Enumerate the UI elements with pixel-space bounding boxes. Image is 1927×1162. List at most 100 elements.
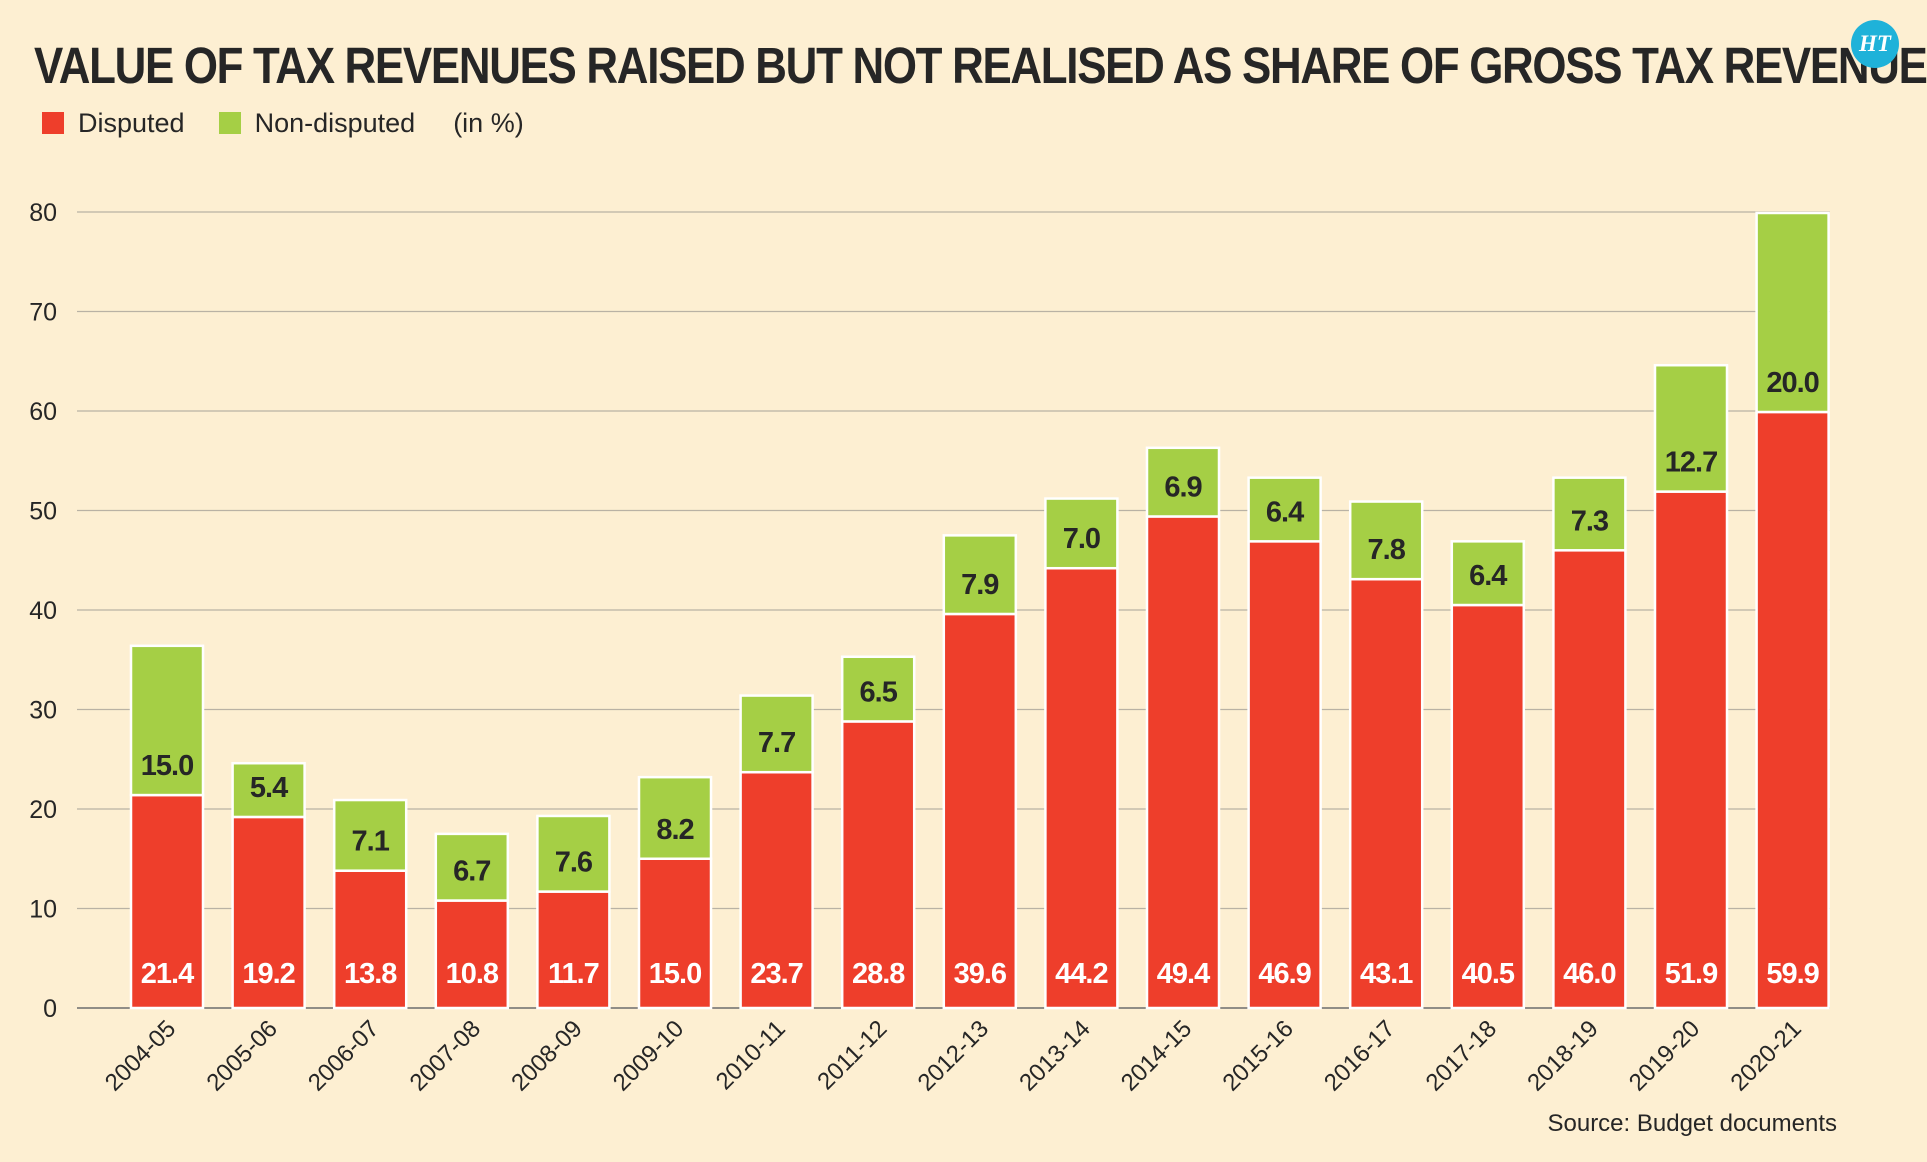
bar-non-disputed <box>942 534 1018 616</box>
bar-non-disputed <box>536 814 611 893</box>
data-label-disputed: 10.8 <box>446 958 499 990</box>
legend-label-disputed: Disputed <box>78 107 185 138</box>
bar-disputed <box>1247 540 1322 1010</box>
bar-disputed <box>739 770 814 1010</box>
x-tick-label: 2017-18 <box>1421 1015 1502 1096</box>
x-tick-label: 2013-14 <box>1014 1015 1095 1096</box>
x-tick-label: 2018-19 <box>1522 1015 1603 1096</box>
data-label-disputed: 28.8 <box>852 958 905 990</box>
data-label-non-disputed: 6.4 <box>1266 496 1304 528</box>
data-label-disputed: 43.1 <box>1360 958 1413 990</box>
bar-non-disputed <box>1145 446 1221 518</box>
data-label-disputed: 39.6 <box>954 958 1007 990</box>
legend-item-non-disputed: Non-disputed <box>218 107 416 139</box>
data-label-non-disputed: 7.8 <box>1368 534 1406 566</box>
bar-disputed <box>1044 566 1119 1010</box>
y-tick-label: 10 <box>29 896 57 924</box>
data-label-disputed: 15.0 <box>649 958 701 990</box>
x-tick-label: 2008-09 <box>506 1015 587 1096</box>
bar-disputed <box>942 612 1018 1010</box>
bar-non-disputed <box>129 644 205 797</box>
bar-disputed <box>1653 490 1729 1010</box>
bar-disputed <box>1348 577 1424 1010</box>
x-tick-label: 2019-20 <box>1624 1015 1705 1096</box>
x-tick-label: 2009-10 <box>608 1015 689 1096</box>
x-tick-label: 2006-07 <box>303 1015 384 1096</box>
data-label-disputed: 46.0 <box>1563 958 1615 990</box>
bar-disputed <box>1145 515 1221 1010</box>
y-tick-label: 60 <box>29 398 57 426</box>
x-tick-label: 2007-08 <box>405 1015 486 1096</box>
y-tick-label: 80 <box>29 199 57 227</box>
bar-non-disputed <box>1044 497 1119 570</box>
data-label-disputed: 19.2 <box>242 958 294 990</box>
bar-disputed <box>434 899 510 1010</box>
bar-disputed <box>536 890 611 1010</box>
y-tick-label: 70 <box>29 299 57 327</box>
x-tick-label: 2012-13 <box>913 1015 994 1096</box>
data-label-non-disputed: 7.1 <box>352 826 390 858</box>
bar-non-disputed <box>231 761 306 819</box>
data-label-non-disputed: 6.9 <box>1164 471 1202 503</box>
data-label-non-disputed: 15.0 <box>141 750 193 782</box>
data-label-non-disputed: 7.3 <box>1571 505 1609 537</box>
chart-legend: Disputed Non-disputed (in %) <box>42 108 524 138</box>
x-tick-label: 2004-05 <box>100 1015 181 1096</box>
bar-disputed <box>332 869 408 1010</box>
data-label-disputed: 21.4 <box>141 958 194 990</box>
data-label-disputed: 59.9 <box>1766 958 1819 990</box>
data-label-non-disputed: 7.7 <box>758 727 795 759</box>
bar-non-disputed <box>840 655 916 723</box>
legend-label-non-disputed: Non-disputed <box>254 107 416 138</box>
bar-non-disputed <box>1450 540 1526 607</box>
ht-logo: HT <box>1851 20 1899 68</box>
bar-disputed <box>637 857 713 1010</box>
y-tick-label: 0 <box>43 995 57 1023</box>
legend-unit: (in %) <box>453 107 524 138</box>
bar-disputed <box>840 720 916 1010</box>
bar-non-disputed <box>637 775 713 860</box>
data-label-non-disputed: 5.4 <box>250 772 288 804</box>
data-label-non-disputed: 20.0 <box>1766 367 1818 399</box>
bar-disputed <box>231 815 306 1010</box>
data-label-disputed: 51.9 <box>1665 958 1718 990</box>
y-tick-label: 30 <box>29 697 57 725</box>
data-label-non-disputed: 7.6 <box>555 847 593 879</box>
y-tick-label: 50 <box>29 498 57 526</box>
x-tick-label: 2014-15 <box>1116 1015 1197 1096</box>
data-label-disputed: 23.7 <box>750 958 802 990</box>
data-label-non-disputed: 7.0 <box>1063 523 1100 555</box>
legend-item-disputed: Disputed <box>42 108 185 139</box>
data-label-non-disputed: 7.9 <box>961 569 999 601</box>
data-label-disputed: 44.2 <box>1055 958 1107 990</box>
bar-non-disputed <box>1552 476 1627 552</box>
source-note: Source: Budget documents <box>1547 1110 1837 1137</box>
bar-non-disputed <box>1348 500 1424 581</box>
bar-non-disputed <box>739 694 814 774</box>
bar-non-disputed <box>1247 476 1322 543</box>
bar-non-disputed <box>434 832 510 902</box>
bar-disputed <box>1755 410 1830 1010</box>
bar-disputed <box>1450 603 1526 1010</box>
data-label-non-disputed: 6.4 <box>1469 560 1507 592</box>
bar-non-disputed <box>332 798 408 872</box>
data-label-non-disputed: 6.7 <box>453 856 490 888</box>
data-label-disputed: 40.5 <box>1462 958 1515 990</box>
data-label-non-disputed: 6.5 <box>860 676 898 708</box>
x-tick-label: 2016-17 <box>1319 1015 1400 1096</box>
bar-non-disputed <box>1653 363 1729 493</box>
bar-disputed <box>1552 549 1627 1010</box>
data-label-disputed: 13.8 <box>344 958 397 990</box>
data-label-non-disputed: 12.7 <box>1665 447 1717 479</box>
legend-swatch-disputed <box>42 112 64 134</box>
bar-non-disputed <box>1755 211 1830 414</box>
legend-swatch-non-disputed <box>218 112 241 134</box>
x-tick-label: 2020-21 <box>1725 1015 1806 1096</box>
x-tick-label: 2005-06 <box>201 1015 282 1096</box>
x-tick-label: 2015-16 <box>1217 1015 1298 1096</box>
data-label-disputed: 46.9 <box>1258 958 1311 990</box>
data-label-disputed: 49.4 <box>1157 958 1210 990</box>
data-label-disputed: 11.7 <box>548 958 599 990</box>
x-tick-label: 2010-11 <box>711 1015 791 1095</box>
